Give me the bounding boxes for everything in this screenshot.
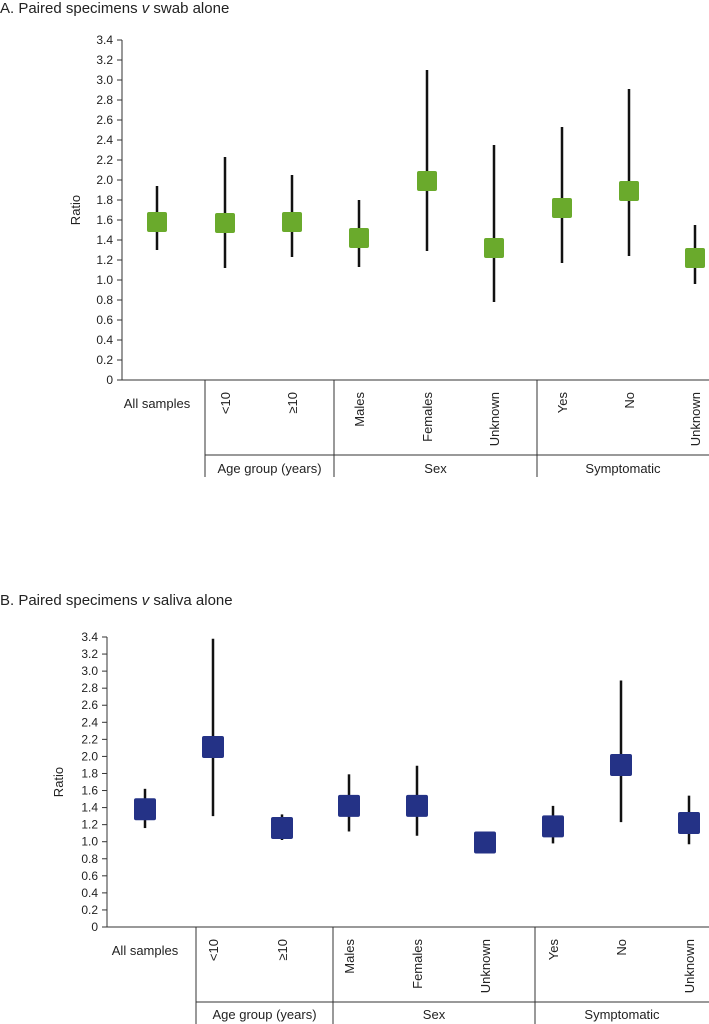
panel-a-title-suffix: swab alone [149,0,230,17]
panel-a-y-tick-label: 1.2 [96,253,113,267]
panel-b-y-tick-label: 0.2 [81,903,98,917]
panel-b-title: B. Paired specimens v saliva alone [0,592,233,609]
panel-a-y-tick-label: 2.0 [96,173,113,187]
panel-a-y-tick-label: 1.8 [96,193,113,207]
panel-b-y-tick-label: 3.0 [81,664,98,678]
panel-a-y-tick-label: 0.2 [96,353,113,367]
panel-b-y-tick-label: 3.4 [81,630,98,644]
panel-b-point-marker [542,815,564,838]
panel-a-category-label: Yes [555,392,570,414]
panel-b-y-tick-label: 2.8 [81,681,98,695]
panel-a-y-tick-label: 2.2 [96,153,113,167]
panel-a-point-marker [619,181,639,201]
panel-a-category-label: Unknown [688,392,703,446]
panel-a-category-label: Unknown [487,392,502,446]
panel-b-y-tick-label: 2.2 [81,732,98,746]
panel-b-group-label: Age group (years) [212,1007,316,1022]
panel-b-y-tick-label: 2.0 [81,749,98,763]
panel-b-title-prefix: B. Paired specimens [0,592,142,609]
panel-b-category-label: <10 [206,939,221,961]
panel-b-y-tick-label: 1.4 [81,801,98,815]
panel-b-point-marker [202,736,224,759]
panel-a-category-label: No [622,392,637,409]
panel-b-y-tick-label: 2.6 [81,698,98,712]
panel-b-point-marker [610,753,632,776]
panel-b-title-italic: v [141,592,150,609]
panel-a-category-label: Females [420,392,435,442]
panel-a-y-tick-label: 2.4 [96,133,113,147]
panel-b-category-label: Males [342,939,357,974]
panel-a-y-tick-label: 3.2 [96,53,113,67]
panel-a-point-marker [552,198,572,218]
panel-a-title: A. Paired specimens v swab alone [0,0,229,17]
panel-a-y-tick-label: 0.6 [96,313,113,327]
panel-b-category-label: All samples [112,943,179,958]
panel-b-group-label: Sex [423,1007,446,1022]
panel-a-category-label: Males [352,392,367,427]
panel-b-point-marker [406,794,428,817]
panel-a-point-marker [349,228,369,248]
panel-b-point-marker [271,817,293,840]
panel-a-point-marker [417,171,437,191]
panel-a-y-tick-label: 2.8 [96,93,113,107]
panel-a-title-italic: v [141,0,150,17]
panel-a-group-label: Sex [424,461,447,476]
panel-b-y-axis-title: Ratio [51,767,66,797]
panel-a-y-tick-label: 0 [106,373,113,387]
panel-a-point-marker [215,213,235,233]
panel-a-y-tick-label: 0.8 [96,293,113,307]
panel-a-point-marker [685,248,705,268]
panel-a-y-tick-label: 1.0 [96,273,113,287]
panel-b-category-label: Unknown [682,939,697,993]
panel-b-point-marker [134,798,156,821]
panel-a-point-marker [282,212,302,232]
panel-a-y-tick-label: 3.0 [96,73,113,87]
panel-b-point-marker [678,811,700,834]
panel-b-y-tick-label: 1.6 [81,784,98,798]
panel-b-y-tick-label: 2.4 [81,715,98,729]
panel-b-y-tick-label: 0.8 [81,852,98,866]
panel-a-y-tick-label: 1.6 [96,213,113,227]
panel-b-category-label: Females [410,939,425,989]
panel-a-point-marker [147,212,167,232]
panel-b-y-tick-label: 1.0 [81,835,98,849]
panel-a-y-tick-label: 1.4 [96,233,113,247]
panel-a-y-tick-label: 3.4 [96,33,113,47]
panel-a-chart: 0 0.2 0.4 0.6 0.8 1.0 1.2 1.4 1.6 1.8 2.0 2.2 2.4 2.6… [68,33,709,477]
panel-b-y-tick-label: 1.8 [81,766,98,780]
panel-a-y-axis-title: Ratio [68,195,83,225]
panel-b-category-label: Unknown [478,939,493,993]
panel-b-point-marker [338,794,360,817]
panel-b-category-label: No [614,939,629,956]
panel-b-title-suffix: saliva alone [149,592,233,609]
panel-b-chart: 0 0.2 0.4 0.6 0.8 1.0 1.2 1.4 1.6 1.8 2.0 2.2 2.4 2.6… [51,630,709,1024]
panel-a-y-tick-label: 2.6 [96,113,113,127]
panel-a-category-label: All samples [124,396,191,411]
panel-b-y-tick-label: 0.4 [81,886,98,900]
panel-a-group-label: Age group (years) [217,461,321,476]
panel-a-category-label: <10 [218,392,233,414]
panel-b-point-marker [474,831,496,854]
panel-a-point-marker [484,238,504,258]
panel-b-category-label: ≥10 [275,939,290,961]
panel-b-y-tick-label: 3.2 [81,647,98,661]
panel-b-y-tick-label: 1.2 [81,818,98,832]
panel-a-group-label: Symptomatic [585,461,661,476]
panel-b-category-label: Yes [546,939,561,961]
panel-a-y-tick-label: 0.4 [96,333,113,347]
panel-b-group-label: Symptomatic [584,1007,660,1022]
panel-b-y-tick-label: 0.6 [81,869,98,883]
panel-a-category-label: ≥10 [285,392,300,414]
panel-b-y-tick-label: 0 [91,920,98,934]
panel-a-title-prefix: A. Paired specimens [0,0,142,17]
